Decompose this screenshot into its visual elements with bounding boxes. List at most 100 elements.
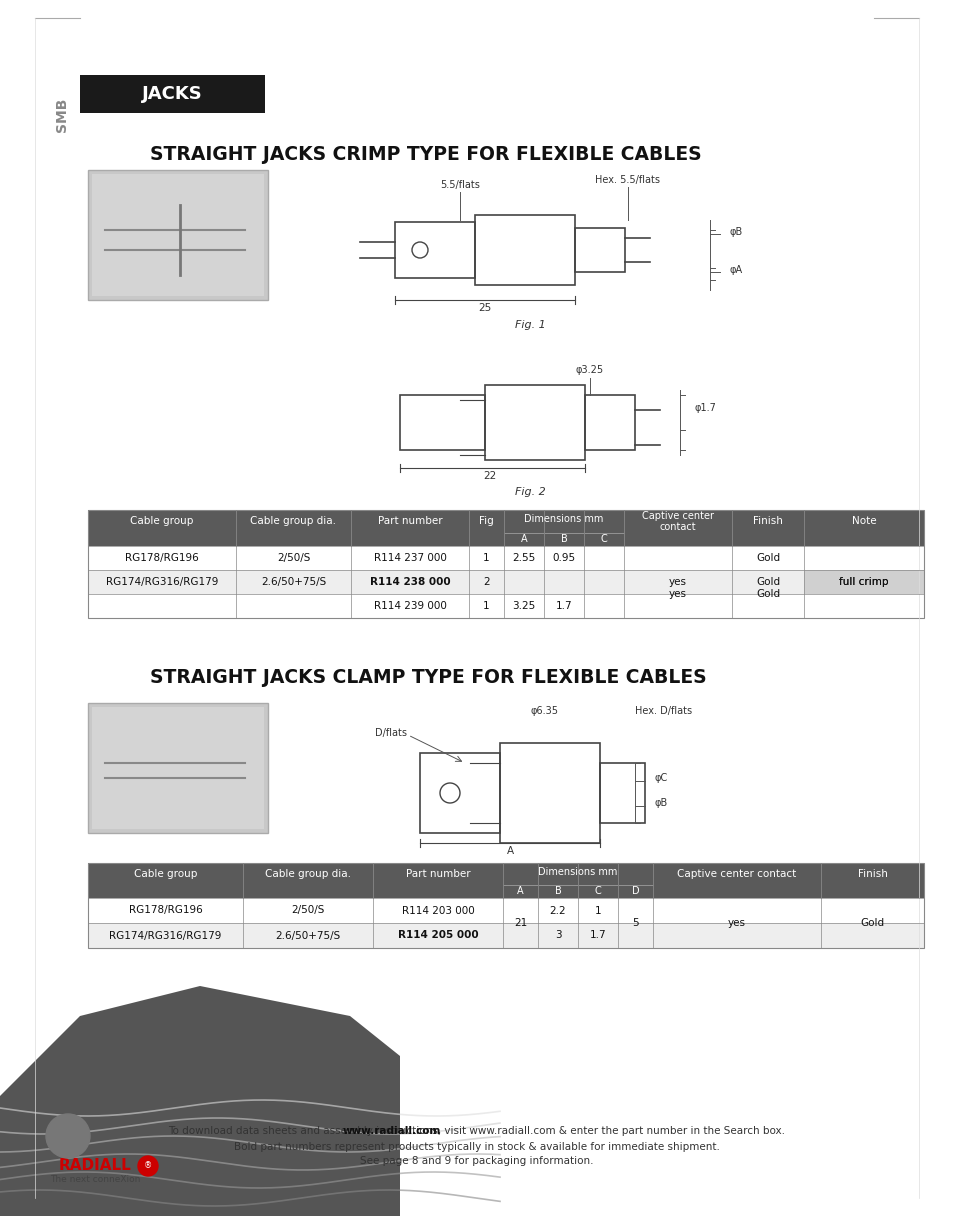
Text: full crimp: full crimp	[839, 578, 888, 587]
Text: Hex. D/flats: Hex. D/flats	[635, 706, 691, 716]
Text: φC: φC	[655, 773, 667, 783]
Text: 2.55: 2.55	[512, 553, 535, 563]
Text: Fig: Fig	[478, 517, 494, 527]
Text: 2: 2	[482, 578, 489, 587]
Bar	[599, 762, 644, 823]
Text: φB: φB	[655, 798, 667, 807]
Text: 1.7: 1.7	[589, 930, 606, 940]
Polygon shape	[0, 986, 399, 1216]
Text: C: C	[600, 535, 607, 545]
Text: φ6.35: φ6.35	[531, 706, 558, 716]
Text: Gold: Gold	[860, 918, 883, 928]
Text: A: A	[506, 846, 513, 856]
Text: RADIALL: RADIALL	[58, 1159, 132, 1173]
Bar	[91, 706, 264, 829]
Text: 1: 1	[594, 906, 600, 916]
Text: R114 203 000: R114 203 000	[401, 906, 474, 916]
Text: D: D	[631, 886, 639, 896]
Bar	[88, 546, 923, 570]
Text: 3.25: 3.25	[512, 601, 535, 610]
Text: φB: φB	[729, 227, 742, 237]
Bar	[88, 897, 923, 923]
Text: Hex. 5.5/flats: Hex. 5.5/flats	[595, 175, 659, 185]
Text: ®: ®	[144, 1161, 152, 1171]
Text: Dimensions mm: Dimensions mm	[524, 514, 603, 524]
Text: 2/50/S: 2/50/S	[291, 906, 324, 916]
Text: Fig. 1: Fig. 1	[514, 320, 545, 330]
Text: Finish: Finish	[752, 517, 782, 527]
Text: 2.6/50+75/S: 2.6/50+75/S	[260, 578, 326, 587]
Text: 1.7: 1.7	[555, 601, 572, 610]
Text: 5.5/flats: 5.5/flats	[439, 180, 479, 190]
Bar	[399, 395, 484, 450]
Bar	[584, 395, 635, 450]
Text: 7-10: 7-10	[54, 1131, 82, 1141]
Text: Captive center contact: Captive center contact	[677, 869, 796, 879]
Bar	[88, 510, 923, 618]
Bar	[88, 703, 268, 833]
Bar	[803, 570, 923, 593]
Text: Note: Note	[851, 517, 876, 527]
Text: RG178/RG196: RG178/RG196	[129, 906, 202, 916]
Bar	[88, 570, 923, 593]
Text: 25: 25	[477, 303, 491, 313]
Text: C: C	[594, 886, 600, 896]
Text: yes: yes	[727, 918, 745, 928]
Text: 2.2: 2.2	[549, 906, 566, 916]
Text: D/flats: D/flats	[375, 728, 407, 738]
Text: Bold part numbers represent products typically in stock & available for immediat: Bold part numbers represent products typ…	[233, 1142, 720, 1152]
Text: STRAIGHT JACKS CLAMP TYPE FOR FLEXIBLE CABLES: STRAIGHT JACKS CLAMP TYPE FOR FLEXIBLE C…	[150, 668, 706, 687]
Bar	[88, 170, 268, 300]
Text: To download data sheets and assembly instructions, visit www.radiall.com & enter: To download data sheets and assembly ins…	[169, 1126, 784, 1136]
Text: 22: 22	[483, 471, 497, 482]
Text: 2/50/S: 2/50/S	[276, 553, 310, 563]
Bar	[499, 743, 599, 843]
Text: RG174/RG316/RG179: RG174/RG316/RG179	[110, 930, 221, 940]
Text: 1: 1	[482, 553, 489, 563]
Text: Gold: Gold	[755, 553, 780, 563]
Bar	[395, 223, 475, 278]
Text: Dimensions mm: Dimensions mm	[537, 867, 617, 877]
Bar	[88, 923, 923, 948]
Text: φA: φA	[729, 265, 742, 275]
Text: Part number: Part number	[377, 517, 442, 527]
Text: A: A	[517, 886, 523, 896]
Text: Fig. 2: Fig. 2	[514, 486, 545, 497]
Text: R114 238 000: R114 238 000	[370, 578, 450, 587]
Text: Gold: Gold	[755, 578, 780, 587]
Text: R114 239 000: R114 239 000	[374, 601, 446, 610]
Text: RG174/RG316/RG179: RG174/RG316/RG179	[106, 578, 218, 587]
Bar	[88, 863, 923, 948]
Text: yes: yes	[668, 578, 686, 587]
Bar	[88, 863, 923, 897]
Text: B: B	[560, 535, 567, 545]
Text: Cable group: Cable group	[133, 869, 197, 879]
Text: STRAIGHT JACKS CRIMP TYPE FOR FLEXIBLE CABLES: STRAIGHT JACKS CRIMP TYPE FOR FLEXIBLE C…	[150, 145, 700, 164]
Text: Part number: Part number	[405, 869, 470, 879]
Text: Cable group dia.: Cable group dia.	[251, 517, 336, 527]
Text: 5: 5	[632, 918, 639, 928]
Text: 0.95: 0.95	[552, 553, 575, 563]
Text: Cable group: Cable group	[131, 517, 193, 527]
Bar	[575, 229, 624, 272]
Text: Cable group dia.: Cable group dia.	[265, 869, 351, 879]
Circle shape	[46, 1114, 90, 1158]
Text: Finish: Finish	[857, 869, 886, 879]
Text: B: B	[554, 886, 560, 896]
Text: full crimp: full crimp	[839, 578, 888, 587]
Text: See page 8 and 9 for packaging information.: See page 8 and 9 for packaging informati…	[360, 1156, 593, 1166]
Bar	[91, 174, 264, 295]
Text: 1: 1	[482, 601, 489, 610]
Text: SMB: SMB	[55, 97, 69, 133]
Text: Gold: Gold	[755, 589, 780, 599]
Text: 3: 3	[554, 930, 560, 940]
Bar	[484, 385, 584, 460]
Text: φ3.25: φ3.25	[576, 365, 603, 375]
Text: RG178/RG196: RG178/RG196	[125, 553, 198, 563]
Text: φ1.7: φ1.7	[695, 402, 716, 413]
Bar	[80, 75, 265, 113]
Text: R114 237 000: R114 237 000	[374, 553, 446, 563]
Text: Captive center
contact: Captive center contact	[641, 511, 713, 533]
Text: JACKS: JACKS	[141, 85, 202, 103]
Text: 2.6/50+75/S: 2.6/50+75/S	[275, 930, 340, 940]
